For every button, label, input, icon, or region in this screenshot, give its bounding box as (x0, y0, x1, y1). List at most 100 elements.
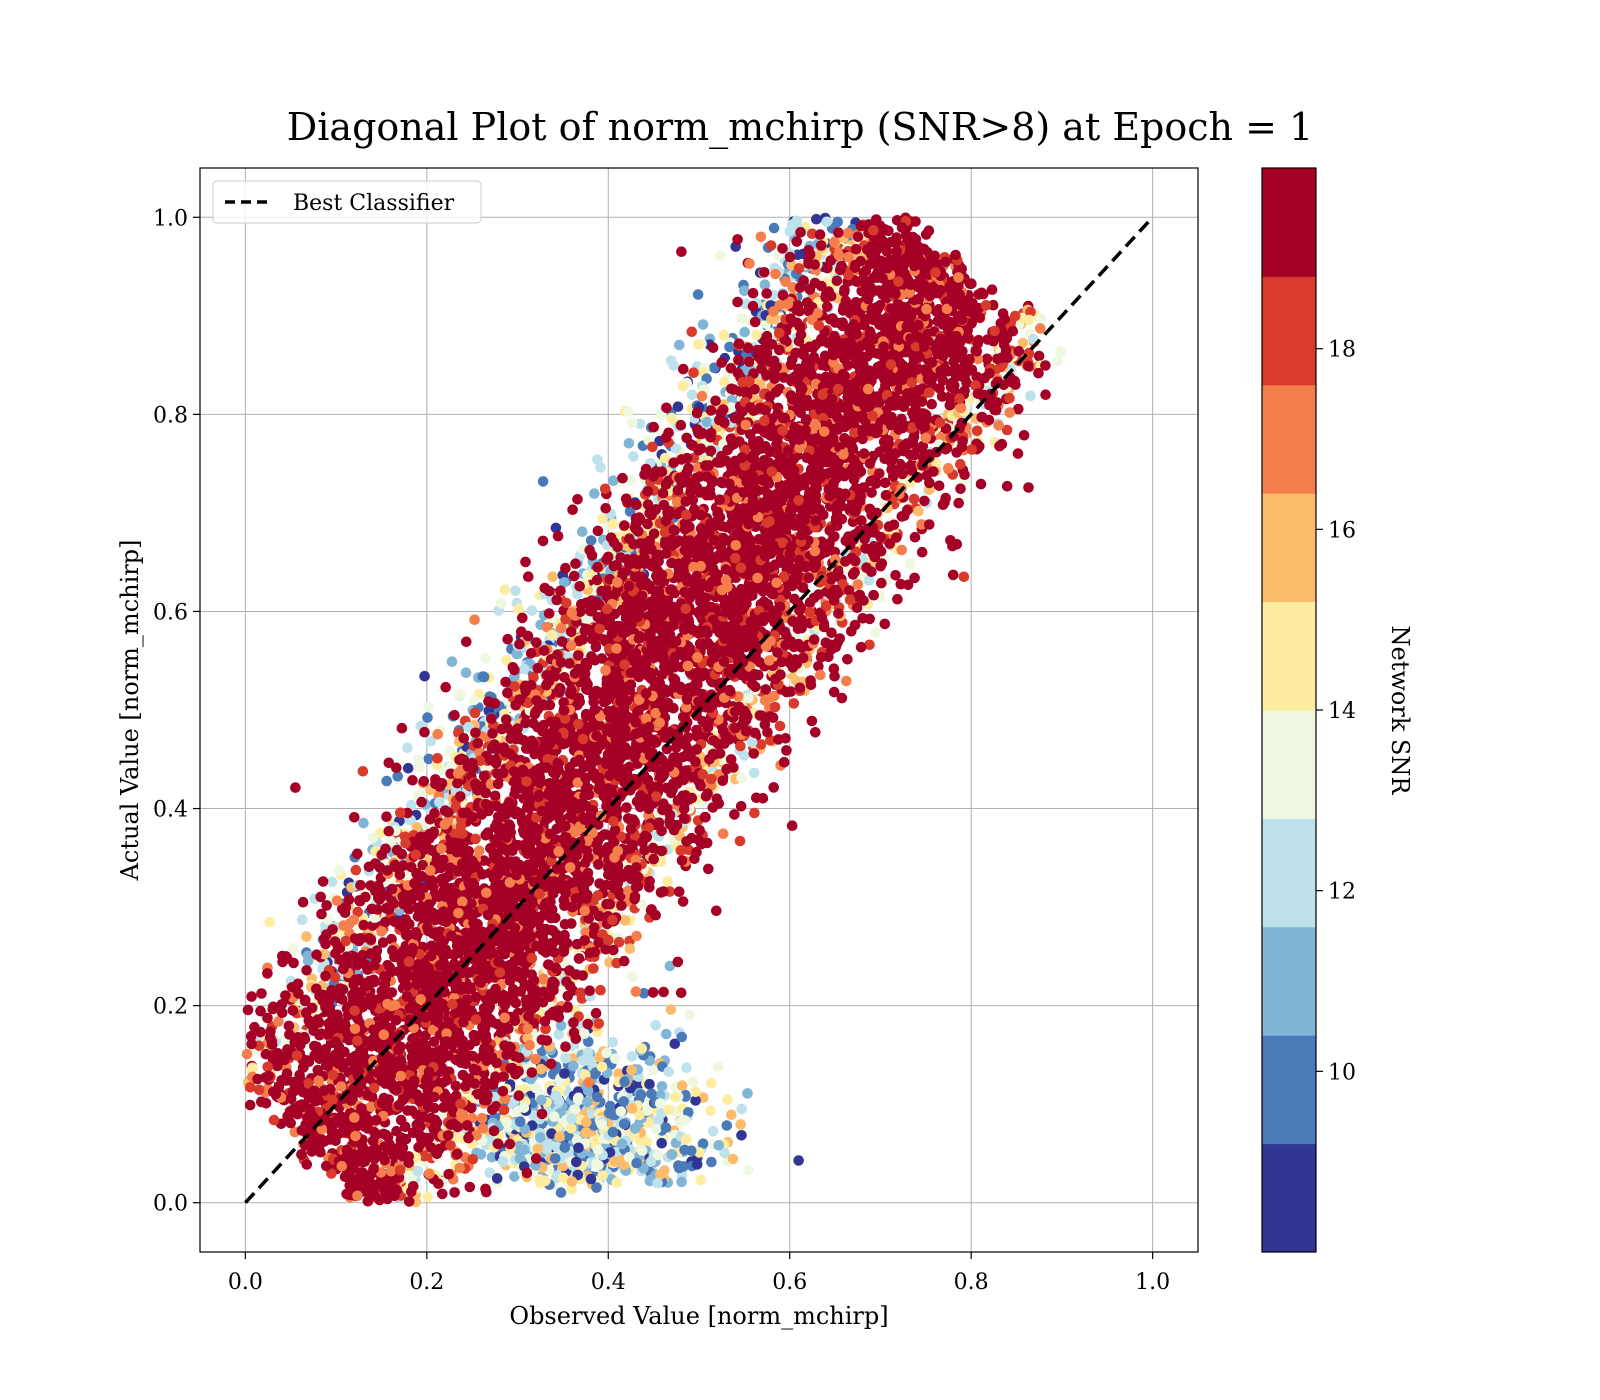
scatter-point (943, 463, 954, 474)
scatter-point (273, 1016, 284, 1027)
scatter-point (507, 662, 519, 673)
scatter-point (650, 1020, 661, 1031)
scatter-point (879, 618, 891, 630)
scatter-point (585, 535, 597, 546)
scatter-point (333, 865, 345, 876)
scatter-point (746, 736, 758, 748)
scatter-point (583, 1036, 594, 1048)
scatter-point (352, 906, 364, 918)
scatter-point (575, 987, 586, 999)
scatter-point (423, 753, 435, 765)
scatter-point (843, 585, 855, 596)
scatter-point (636, 1145, 648, 1156)
scatter-point (710, 395, 721, 407)
scatter-point (569, 1104, 581, 1116)
scatter-point (596, 1061, 608, 1073)
scatter-point (656, 1137, 667, 1149)
scatter-point (414, 761, 425, 773)
scatter-point (559, 1142, 571, 1153)
chart-title: Diagonal Plot of norm_mchirp (SNR>8) at … (287, 105, 1313, 150)
scatter-point (566, 1176, 578, 1187)
scatter-point (1004, 392, 1015, 404)
scatter-point (661, 402, 672, 414)
scatter-point (870, 627, 881, 638)
scatter-point (692, 289, 704, 300)
scatter-point (385, 836, 397, 847)
scatter-point (541, 1143, 552, 1155)
scatter-point (665, 355, 677, 366)
scatter-point (419, 670, 430, 682)
scatter-point (736, 1103, 747, 1115)
scatter-point (518, 1144, 530, 1155)
scatter-point (611, 1177, 623, 1188)
scatter-point (722, 1094, 733, 1105)
scatter-point (402, 871, 414, 882)
scatter-point (913, 505, 924, 517)
scatter-point (618, 1118, 630, 1130)
scatter-point (570, 558, 581, 569)
scatter-point (609, 1156, 620, 1167)
scatter-point (565, 640, 577, 651)
scatter-point (706, 1156, 717, 1168)
scatter-point (733, 354, 744, 366)
scatter-point (706, 1077, 717, 1089)
scatter-point (495, 598, 507, 609)
scatter-point (644, 1078, 655, 1090)
scatter-point (480, 653, 491, 664)
scatter-point (411, 821, 423, 833)
scatter-point (256, 988, 267, 999)
scatter-point (648, 853, 659, 865)
scatter-point (500, 676, 511, 688)
scatter-point (784, 226, 795, 237)
scatter-point (1012, 448, 1024, 459)
scatter-point (550, 522, 562, 534)
scatter-point (623, 406, 634, 418)
scatter-point (396, 722, 408, 734)
scatter-point (739, 285, 750, 297)
scatter-point (662, 875, 673, 887)
scatter-point (392, 770, 404, 782)
scatter-point (916, 546, 928, 558)
scatter-point (679, 1144, 690, 1156)
scatter-point (813, 661, 824, 672)
scatter-point (536, 1108, 548, 1120)
scatter-point (454, 1162, 466, 1174)
scatter-point (630, 986, 642, 997)
scatter-point (1017, 337, 1029, 349)
scatter-point (1025, 390, 1036, 402)
scatter-point (971, 425, 983, 437)
scatter-point (690, 1095, 701, 1106)
scatter-point (367, 832, 379, 844)
scatter-point (592, 1144, 604, 1156)
scatter-point (624, 943, 636, 954)
scatter-point (654, 1098, 666, 1109)
scatter-point (557, 1172, 569, 1184)
scatter-point (629, 1123, 641, 1134)
scatter-point (821, 216, 833, 228)
scatter-point (674, 339, 685, 351)
scatter-point (676, 855, 688, 866)
scatter-point (811, 213, 822, 225)
scatter-point (530, 1053, 541, 1065)
scatter-point (540, 1175, 551, 1187)
scatter-point (597, 513, 608, 525)
scatter-point (736, 313, 747, 324)
scatter-point (412, 1165, 424, 1177)
scatter-point (486, 1151, 498, 1163)
scatter-point (719, 1147, 730, 1159)
scatter-point (966, 444, 977, 455)
scatter-point (454, 689, 466, 700)
scatter-point (510, 585, 521, 597)
scatter-point (601, 1047, 612, 1059)
scatter-point (665, 1004, 677, 1015)
scatter-point (597, 1170, 608, 1181)
scatter-point (749, 807, 760, 819)
scatter-point (707, 1125, 719, 1137)
scatter-point (791, 236, 803, 247)
scatter-point (491, 1173, 503, 1184)
scatter-point (646, 1088, 657, 1099)
scatter-point (793, 1155, 804, 1166)
scatter-point (672, 401, 684, 413)
scatter-point (676, 1080, 688, 1091)
